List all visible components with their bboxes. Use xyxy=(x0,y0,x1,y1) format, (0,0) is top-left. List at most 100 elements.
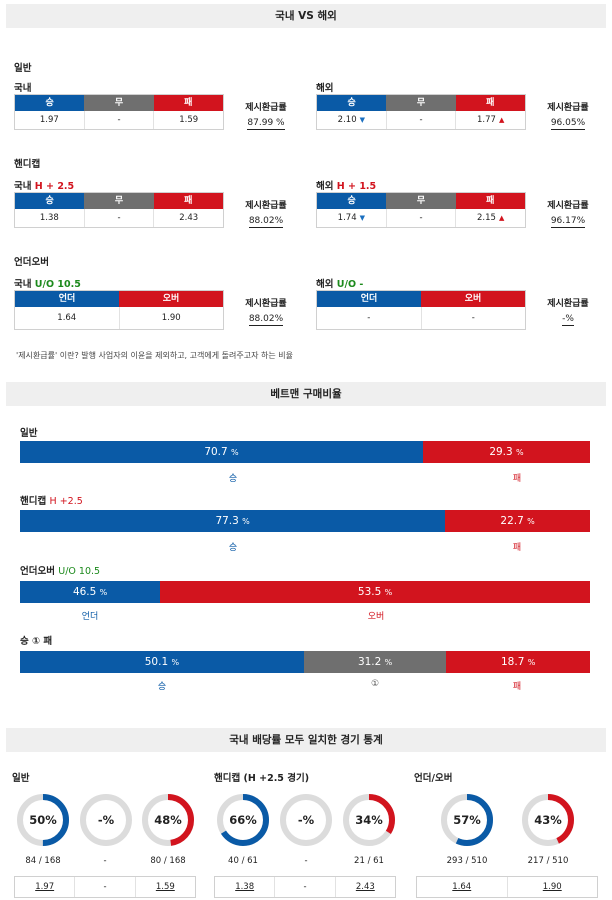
domestic-handicap-odds-table: 승 무 패 1.38 - 2.43 xyxy=(14,192,224,228)
ratio-general-lose-segment: 29.3 % xyxy=(422,441,590,463)
stats-donut-percent: 57% xyxy=(453,813,481,827)
domestic-general-title: 국내 xyxy=(14,83,32,94)
stats-underover-label: 언더/오버 xyxy=(414,773,453,784)
stats-count: 293 / 510 xyxy=(446,856,488,866)
ratio-over-label: 오버 xyxy=(367,612,385,622)
return-rate-note: '제시환급률' 이란? 발행 사업자의 이윤을 제외하고, 고객에게 돌려주고자… xyxy=(16,351,293,360)
ring-track xyxy=(280,794,332,846)
odds-draw: - xyxy=(75,877,136,897)
odds-lose: 2.15 ▲ xyxy=(477,213,505,223)
stats-donut-ring xyxy=(217,794,269,846)
overseas-handicap-odds-table: 승 무 패 1.74 ▼ - 2.15 ▲ xyxy=(316,192,526,228)
underover-label: 언더오버 xyxy=(14,257,49,268)
header-lose: 패 xyxy=(153,193,223,209)
ratio-general-lose-label: 패 xyxy=(512,474,522,484)
stats-donut-ring xyxy=(280,794,332,846)
header-draw: 무 xyxy=(84,95,154,111)
stats-donut-percent: -% xyxy=(97,813,115,827)
ratio-handicap-win-label: 승 xyxy=(228,543,238,553)
return-rate-value: 88.02% xyxy=(248,314,284,326)
header-win: 승 xyxy=(317,95,387,111)
return-rate-label: 제시환급률 xyxy=(547,103,589,113)
ratio-handicap-bar: 77.3 % 22.7 % xyxy=(20,510,590,532)
odds-over: 1.90 xyxy=(161,313,181,323)
ratio-handicap-win-segment: 77.3 % xyxy=(20,510,446,532)
odds-under: 1.64 xyxy=(15,307,120,329)
ratio-handicap-lose-label: 패 xyxy=(512,543,522,553)
ratio-handicap-lose-segment: 22.7 % xyxy=(445,510,590,532)
ratio-general-win-segment: 70.7 % xyxy=(20,441,423,463)
stats-count: 21 / 61 xyxy=(354,856,384,866)
overseas-underover-odds-table: 언더 오버 - - xyxy=(316,290,526,330)
stats-donut-ring xyxy=(343,794,395,846)
header-win: 승 xyxy=(15,193,85,209)
section-header-betman-ratio: 베트맨 구매비율 xyxy=(6,382,606,406)
ratio-under-segment: 46.5 % xyxy=(20,581,161,603)
odds-under: - xyxy=(317,307,422,329)
stats-general-label: 일반 xyxy=(12,773,30,784)
odds-win: 1.38 xyxy=(215,877,276,897)
overseas-general-title: 해외 xyxy=(316,83,334,94)
domestic-handicap-title: 국내 H + 2.5 xyxy=(14,181,75,192)
return-rate-label: 제시환급률 xyxy=(245,299,287,309)
return-rate-value: 88.02% xyxy=(248,216,284,228)
header-win: 승 xyxy=(317,193,387,209)
arrow-up-icon: ▲ xyxy=(498,214,505,222)
odds-lose: 1.59 xyxy=(179,115,199,125)
odds-draw: - xyxy=(275,877,336,897)
ratio-general-win-label: 승 xyxy=(228,474,238,484)
odds-lose: 1.59 xyxy=(155,882,175,892)
header-over: 오버 xyxy=(421,291,525,307)
stats-count: - xyxy=(304,856,308,866)
stats-donut-percent: 34% xyxy=(355,813,383,827)
general-label: 일반 xyxy=(14,63,32,74)
ring-progress xyxy=(17,794,69,846)
odds-win: 1.97 xyxy=(15,877,76,897)
ratio-underover-label: 언더오버 U/O 10.5 xyxy=(20,566,101,577)
header-draw: 무 xyxy=(386,95,456,111)
arrow-down-icon: ▼ xyxy=(359,214,365,222)
stats-donut-ring xyxy=(80,794,132,846)
stats-donut-ring xyxy=(441,794,493,846)
stats-general-odds: 1.97 - 1.59 xyxy=(14,876,196,898)
ratio-wdl-draw-segment: 31.2 % xyxy=(303,651,447,673)
stats-donut-ring xyxy=(17,794,69,846)
stats-donut-percent: 66% xyxy=(229,813,257,827)
odds-draw: - xyxy=(85,111,155,129)
arrow-up-icon: ▲ xyxy=(498,116,505,124)
stats-count: 84 / 168 xyxy=(25,856,61,866)
odds-under: 1.64 xyxy=(417,877,508,897)
stats-handicap-label: 핸디캡 (H +2.5 경기) xyxy=(214,773,310,784)
odds-win: 2.10 ▼ xyxy=(317,111,387,129)
overseas-general-odds-table: 승 무 패 2.10 ▼ - 1.77 ▲ xyxy=(316,94,526,130)
odds-draw: - xyxy=(387,209,457,227)
header-draw: 무 xyxy=(84,193,154,209)
odds-over: - xyxy=(471,313,475,323)
ratio-handicap-label: 핸디캡 H +2.5 xyxy=(20,496,83,507)
stats-underover-odds: 1.64 1.90 xyxy=(416,876,598,898)
ratio-under-label: 언더 xyxy=(81,612,99,622)
odds-draw: - xyxy=(85,209,155,227)
domestic-underover-title: 국내 U/O 10.5 xyxy=(14,279,81,290)
odds-lose: 2.43 xyxy=(179,213,199,223)
odds-lose: 2.43 xyxy=(355,882,375,892)
stats-count: 217 / 510 xyxy=(527,856,569,866)
return-rate-label: 제시환급률 xyxy=(245,201,287,211)
ring-progress xyxy=(142,794,194,846)
return-rate-value: -% xyxy=(562,314,574,326)
ring-progress xyxy=(217,794,269,846)
header-draw: 무 xyxy=(386,193,456,209)
odds-lose: 1.77 ▲ xyxy=(477,115,505,125)
ratio-underover-bar: 46.5 % 53.5 % xyxy=(20,581,590,603)
ratio-wdl-draw-label: ① xyxy=(370,679,380,689)
stats-donut-percent: 50% xyxy=(29,813,57,827)
stats-donut-percent: 43% xyxy=(534,813,562,827)
ratio-general-label: 일반 xyxy=(20,428,38,439)
domestic-underover-odds-table: 언더 오버 1.64 1.90 xyxy=(14,290,224,330)
domestic-general-odds-table: 승 무 패 1.97 - 1.59 xyxy=(14,94,224,130)
stats-count: - xyxy=(103,856,107,866)
section-header-matched-odds-stats: 국내 배당률 모두 일치한 경기 통계 xyxy=(6,728,606,752)
return-rate-value: 96.17% xyxy=(550,216,586,228)
odds-win: 1.38 xyxy=(15,209,85,227)
ring-track xyxy=(80,794,132,846)
